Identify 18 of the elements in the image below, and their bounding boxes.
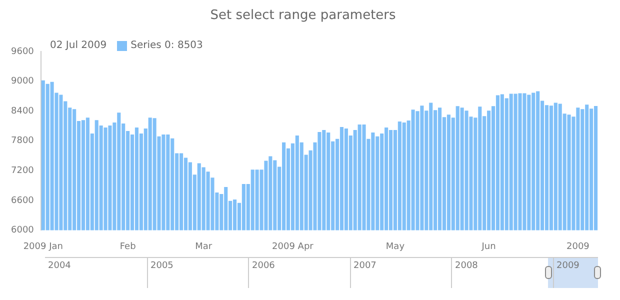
x-tick-label: Mar (195, 242, 212, 252)
y-tick-label: 6600 (11, 196, 34, 206)
x-tick-label: 2009 (566, 242, 590, 252)
y-tick-label: 7800 (11, 136, 34, 146)
x-tick-label: Feb (120, 242, 136, 252)
range-scroller: 2004 2005 2006 2007 2008 2009 (45, 257, 598, 288)
y-tick-label: 6000 (11, 226, 34, 236)
chart-title: Set select range parameters (210, 8, 396, 24)
x-tick-label: May (386, 242, 406, 252)
x-tick-label: Jun (480, 242, 496, 252)
y-tick-label: 8400 (11, 106, 34, 116)
y-tick-label: 9000 (11, 76, 34, 87)
x-tick-label: 2009 Jan (23, 242, 63, 252)
text: 02 Jul 2009 (50, 40, 107, 51)
y-tick-label: 9600 (11, 46, 34, 57)
x-tick-label: 2009 Apr (272, 242, 314, 252)
legend-label: Series 0: 8503 (130, 40, 203, 51)
y-tick-label: 7200 (11, 166, 34, 176)
